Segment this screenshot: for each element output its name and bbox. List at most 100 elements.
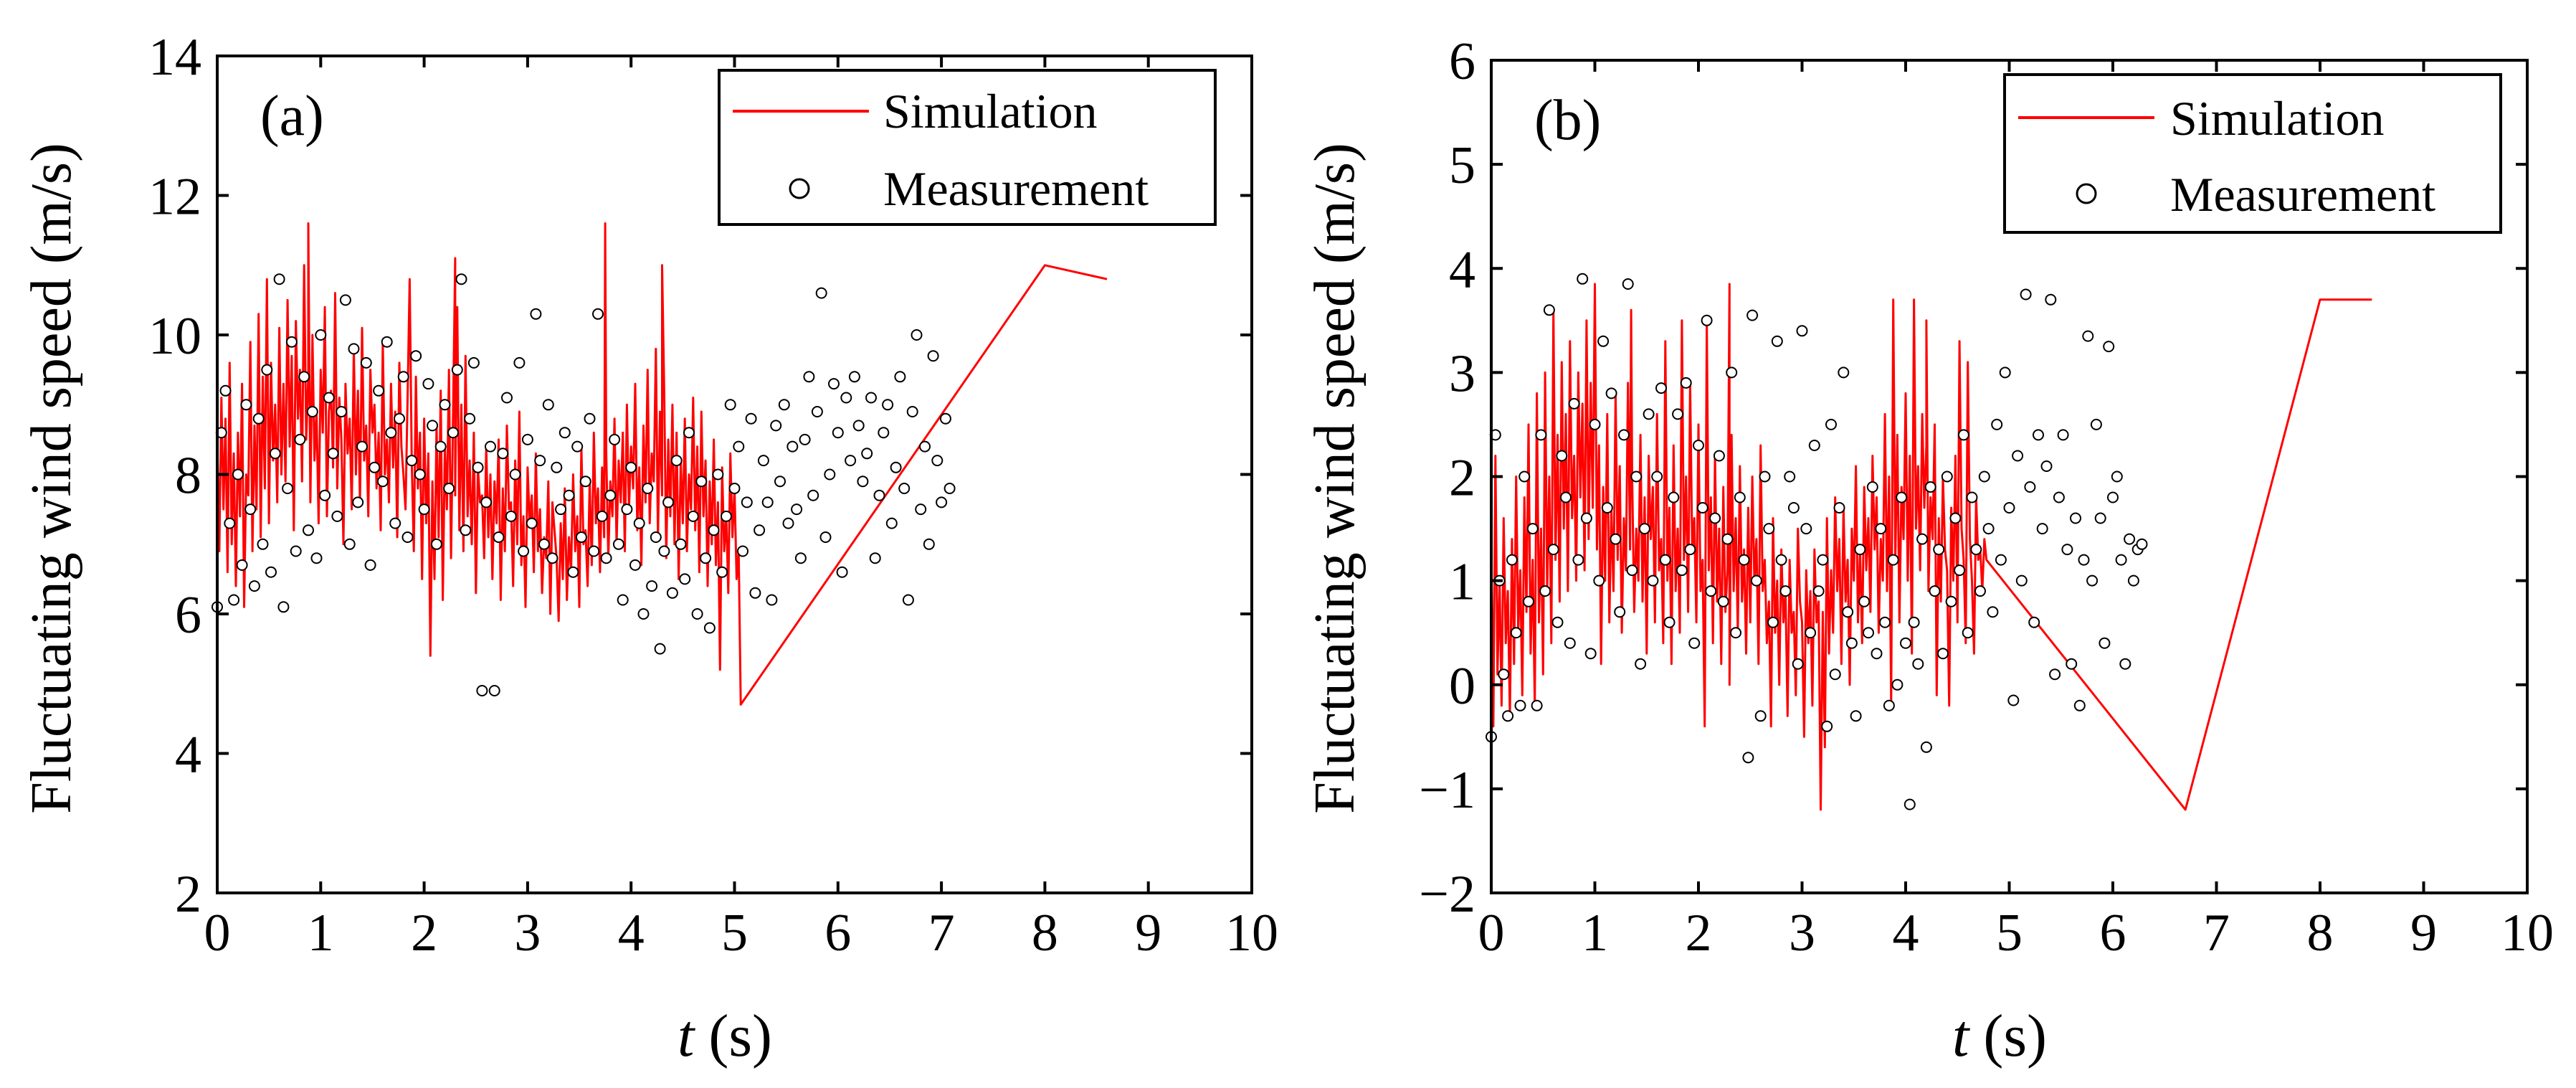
measurement-point: [2086, 574, 2099, 587]
measurement-point: [650, 531, 662, 543]
measurement-point: [1535, 429, 1547, 441]
measurement-point: [1920, 741, 1932, 753]
measurement-point: [1688, 637, 1701, 649]
measurement-point: [782, 517, 794, 529]
measurement-point: [774, 476, 786, 488]
measurement-point: [1871, 648, 1883, 660]
measurement-point: [323, 392, 335, 404]
measurement-point: [488, 685, 500, 696]
measurement-point: [1518, 470, 1531, 483]
measurement-point: [252, 412, 265, 425]
measurement-point: [282, 483, 294, 494]
measurement-point: [1651, 470, 1663, 483]
x-tick-label: 0: [1478, 904, 1505, 962]
measurement-point: [1954, 564, 1966, 577]
measurement-point: [294, 433, 306, 445]
measurement-point: [2020, 288, 2032, 301]
measurement-point: [1551, 616, 1564, 628]
measurement-point: [228, 594, 240, 606]
measurement-point: [633, 517, 645, 529]
measurement-point: [637, 608, 650, 620]
measurement-point: [754, 524, 766, 536]
measurement-point: [567, 566, 579, 578]
measurement-point: [373, 384, 385, 397]
measurement-point: [1949, 512, 1962, 524]
y-tick-label: 2: [1449, 449, 1475, 508]
measurement-point: [1916, 533, 1929, 545]
measurement-point: [609, 433, 621, 445]
measurement-point: [2124, 533, 2136, 545]
x-tick-label: 6: [2100, 904, 2126, 962]
measurement-point: [240, 399, 252, 411]
y-tick-label: 4: [175, 726, 201, 785]
measurement-point: [513, 356, 526, 369]
measurement-point: [757, 455, 769, 467]
measurement-point: [1821, 720, 1833, 732]
x-tick-label: 4: [618, 904, 645, 962]
measurement-point: [584, 412, 596, 425]
measurement-point: [1784, 470, 1796, 483]
measurement-point: [303, 524, 314, 536]
measurement-point: [1863, 627, 1874, 639]
measurement-point: [857, 476, 869, 488]
measurement-point: [1680, 377, 1692, 389]
measurement-point: [1845, 637, 1858, 649]
x-axis-label-symbol: t: [678, 1003, 696, 1069]
measurement-point: [1572, 554, 1584, 566]
measurement-point: [898, 483, 911, 494]
simulation-series-line: [216, 222, 1108, 706]
measurement-point: [1672, 408, 1684, 420]
measurement-point: [1659, 554, 1671, 566]
measurement-point: [505, 510, 517, 522]
measurement-point: [2061, 544, 2073, 556]
measurement-point: [389, 517, 401, 529]
x-tick-label: 9: [2410, 904, 2437, 962]
x-tick-label: 4: [1893, 904, 1919, 962]
measurement-point: [430, 538, 442, 550]
measurement-point: [1593, 574, 1605, 587]
panel-label: (a): [260, 85, 324, 148]
measurement-point: [306, 406, 318, 417]
measurement-point: [248, 580, 260, 592]
measurement-point: [1957, 429, 1969, 441]
measurement-point: [530, 308, 542, 320]
measurement-point: [1734, 491, 1746, 503]
measurement-point: [2073, 699, 2086, 711]
measurement-point: [460, 524, 472, 536]
measurement-point: [848, 371, 860, 383]
measurement-point: [662, 496, 675, 508]
measurement-point: [1912, 658, 1924, 670]
measurement-point: [1750, 574, 1762, 587]
measurement-point: [708, 524, 720, 536]
measurement-point: [1668, 491, 1680, 503]
measurement-point: [2111, 470, 2123, 483]
measurement-point: [1908, 616, 1920, 628]
measurement-point: [2028, 616, 2040, 628]
x-tick-label: 8: [1032, 904, 1058, 962]
measurement-point: [728, 483, 741, 494]
y-tick-label: 12: [148, 168, 201, 227]
measurement-point: [695, 476, 708, 488]
measurement-point: [575, 531, 587, 543]
measurement-point: [447, 427, 459, 439]
measurement-point: [915, 503, 927, 516]
measurement-point: [675, 538, 687, 550]
measurement-point: [936, 496, 948, 508]
x-tick-label: 3: [1789, 904, 1815, 962]
measurement-point: [2103, 341, 2115, 353]
measurement-point: [1568, 397, 1580, 410]
x-tick-label: 1: [1582, 904, 1608, 962]
measurement-point: [2012, 450, 2024, 462]
measurement-point: [1763, 523, 1775, 535]
measurement-point: [931, 455, 944, 467]
measurement-point: [2066, 658, 2078, 670]
measurement-point: [356, 440, 368, 453]
measurement-point: [451, 364, 463, 376]
measurement-point: [691, 608, 703, 620]
measurement-point: [646, 580, 658, 592]
measurement-point: [2053, 491, 2065, 503]
measurement-point: [939, 412, 951, 425]
measurement-point: [683, 427, 695, 439]
measurement-point: [1991, 418, 2003, 430]
